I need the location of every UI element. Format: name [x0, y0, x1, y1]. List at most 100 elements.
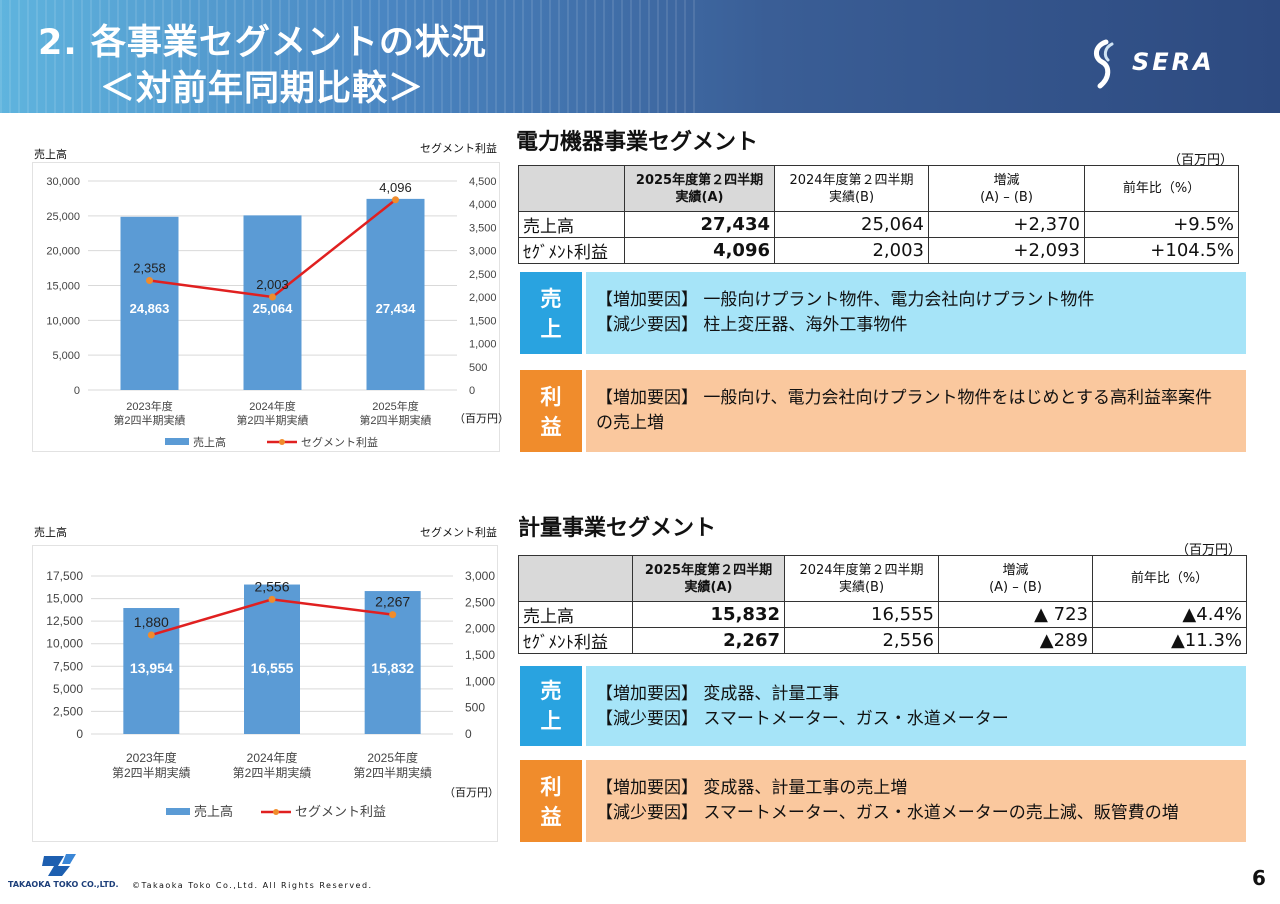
power-col-a: 2025年度第２四半期 実績(A)	[624, 165, 775, 212]
cell-value: 15,832	[632, 601, 785, 628]
y-left-tick-label: 5,000	[53, 682, 83, 696]
y-right-tick-label: 4,000	[469, 199, 497, 211]
y-right-tick-label: 500	[469, 362, 487, 374]
power-profit-factors: 利益 【増加要因】 一般向け、電力会社向けプラント物件をはじめとする高利益率案件…	[520, 370, 1246, 452]
meter-sales-factors: 売上 【増加要因】 変成器、計量工事 【減少要因】 スマートメーター、ガス・水道…	[520, 666, 1246, 746]
factor-line: の売上増	[596, 413, 664, 433]
chart2-left-caption: 売上高	[34, 526, 67, 539]
power-sales-text: 【増加要因】 一般向けプラント物件、電力会社向けプラント物件 【減少要因】 柱上…	[586, 272, 1246, 354]
profit-point-3	[392, 196, 399, 204]
legend-bar-swatch	[165, 438, 189, 445]
factor-line: 【増加要因】 変成器、計量工事の売上増	[596, 778, 908, 798]
meter-col-a: 2025年度第２四半期 実績(A)	[632, 555, 785, 602]
power-segment-chart: 0 5,000 10,000 15,000 20,000 25,000 30,000 0 500…	[46, 176, 497, 449]
legend-label: セグメント利益	[295, 804, 386, 819]
y-right-tick-label: 3,000	[465, 569, 495, 583]
y-right-tick-label: 2,000	[469, 292, 497, 304]
y-right-tick-label: 4,500	[469, 176, 497, 188]
y-left-tick-label: 15,000	[46, 281, 80, 293]
copyright: ©Takaoka Toko Co.,Ltd. All Rights Reserv…	[132, 881, 373, 890]
cell-value: 2,003	[774, 237, 929, 264]
sera-logo-icon	[1094, 39, 1114, 89]
meter-col-b: 2024年度第２四半期 実績(B)	[784, 555, 939, 602]
company-name: TAKAOKA TOKO CO.,LTD.	[8, 880, 119, 889]
cell-value: 2,267	[632, 627, 785, 654]
legend-marker	[273, 809, 279, 815]
y-right-tick-label: 3,000	[469, 246, 497, 258]
meter-sales-text: 【増加要因】 変成器、計量工事 【減少要因】 スマートメーター、ガス・水道メータ…	[586, 666, 1246, 746]
y-left-tick-label: 5,000	[52, 350, 80, 362]
cell-value: ▲4.4%	[1092, 601, 1247, 628]
chart2-unit: （百万円）	[444, 786, 499, 799]
legend-label: 売上高	[194, 804, 233, 819]
meter-segment-chart: 0 2,500 5,000 7,500 10,000 12,500 15,000 17,500…	[46, 569, 495, 819]
cell-value: +9.5%	[1084, 211, 1239, 238]
profit-value-label: 4,096	[379, 180, 412, 195]
y-left-tick-label: 20,000	[46, 246, 80, 258]
power-col-ratio: 前年比（%）	[1084, 165, 1239, 212]
bar-2	[244, 584, 300, 734]
legend-marker	[279, 439, 285, 445]
x-category-label: 2025年度	[372, 399, 418, 413]
legend-label: 売上高	[193, 435, 226, 449]
bar-value-label: 13,954	[130, 660, 173, 676]
profit-value-label: 2,003	[256, 277, 289, 292]
profit-point-2	[269, 293, 276, 301]
y-right-tick-label: 500	[465, 701, 485, 715]
table-row: 売上高 15,832 16,555 ▲ 723 ▲4.4%	[518, 601, 1247, 628]
cell-value: ▲ 723	[938, 601, 1093, 628]
table-row: ｾｸﾞﾒﾝﾄ利益 2,267 2,556 ▲289 ▲11.3%	[518, 627, 1247, 654]
power-col-b: 2024年度第２四半期 実績(B)	[774, 165, 929, 212]
bar-value-label: 27,434	[376, 301, 417, 316]
y-right-tick-label: 2,000	[465, 622, 495, 636]
y-left-tick-label: 15,000	[46, 592, 83, 606]
x-category-label: 第2四半期実績	[113, 413, 185, 427]
y-left-tick-label: 0	[74, 385, 80, 397]
y-right-tick-label: 0	[465, 727, 472, 741]
y-right-tick-label: 2,500	[469, 269, 497, 281]
factor-line: 【増加要因】 一般向けプラント物件、電力会社向けプラント物件	[596, 290, 1095, 310]
x-category-label: 2025年度	[367, 750, 418, 765]
x-category-label: 第2四半期実績	[353, 765, 432, 780]
x-category-label: 2024年度	[247, 750, 298, 765]
y-left-tick-label: 7,500	[53, 659, 83, 673]
chart2-frame: 0 2,500 5,000 7,500 10,000 12,500 15,000 17,500…	[32, 545, 498, 842]
y-left-tick-label: 12,500	[46, 614, 83, 628]
factor-line: 【増加要因】 変成器、計量工事	[596, 684, 840, 704]
profit-value-label: 1,880	[134, 614, 169, 630]
power-profit-text: 【増加要因】 一般向け、電力会社向けプラント物件をはじめとする高利益率案件 の売…	[586, 370, 1246, 452]
y-right-tick-label: 1,000	[465, 674, 495, 688]
table-corner	[518, 555, 633, 602]
profit-value-label: 2,358	[133, 260, 166, 275]
chart1-right-caption: セグメント利益	[420, 142, 497, 155]
company-logo-icon	[42, 854, 76, 876]
meter-segment-title: 計量事業セグメント	[518, 516, 717, 541]
meter-col-diff: 増減 (A) – (B)	[938, 555, 1093, 602]
y-right-tick-label: 1,500	[465, 648, 495, 662]
cell-value: +2,370	[928, 211, 1085, 238]
meter-table: 2025年度第２四半期 実績(A) 2024年度第２四半期 実績(B) 増減 (A) …	[518, 555, 1247, 654]
factor-line: 【増加要因】 一般向け、電力会社向けプラント物件をはじめとする高利益率案件	[596, 388, 1213, 408]
cell-value: ▲289	[938, 627, 1093, 654]
bar-value-label: 15,832	[371, 660, 414, 676]
meter-unit: （百万円）	[1176, 543, 1242, 558]
sales-tag: 売上	[520, 666, 582, 746]
profit-value-label: 2,556	[254, 578, 289, 594]
meter-profit-text: 【増加要因】 変成器、計量工事の売上増 【減少要因】 スマートメーター、ガス・水…	[586, 760, 1246, 842]
y-right-tick-label: 1,500	[469, 315, 497, 327]
cell-value: 25,064	[774, 211, 929, 238]
cell-value: +104.5%	[1084, 237, 1239, 264]
profit-tag: 利益	[520, 370, 582, 452]
page-title: 2. 各事業セグメントの状況	[38, 23, 487, 63]
legend-label: セグメント利益	[301, 435, 378, 449]
chart2-right-caption: セグメント利益	[420, 526, 497, 539]
power-segment-title: 電力機器事業セグメント	[516, 130, 759, 155]
bar-3	[366, 198, 425, 390]
meter-col-ratio: 前年比（%）	[1092, 555, 1247, 602]
profit-tag: 利益	[520, 760, 582, 842]
y-left-tick-label: 17,500	[46, 569, 83, 583]
factor-line: 【減少要因】 スマートメーター、ガス・水道メーターの売上減、販管費の増	[596, 803, 1179, 823]
bar-value-label: 24,863	[130, 301, 170, 316]
chart1-unit: （百万円）	[454, 412, 509, 425]
bar-value-label: 25,064	[253, 301, 294, 316]
